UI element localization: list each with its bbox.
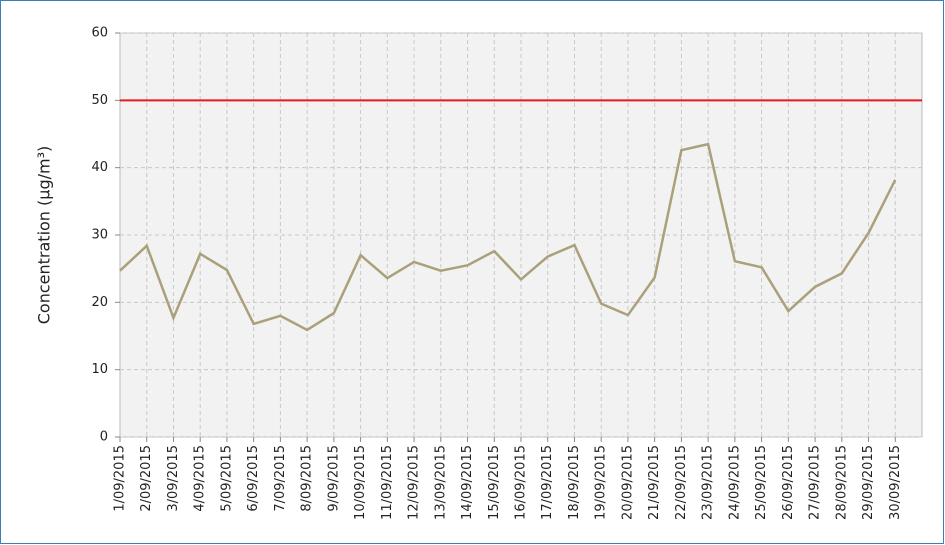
x-tick-label: 11/09/2015 — [380, 445, 395, 520]
x-tick-label: 4/09/2015 — [193, 445, 208, 512]
x-tick-label: 22/09/2015 — [674, 445, 689, 520]
y-tick-label: 0 — [100, 430, 108, 445]
x-tick-label: 6/09/2015 — [246, 445, 261, 512]
x-tick-label: 20/09/2015 — [620, 445, 635, 520]
y-tick-label: 50 — [91, 93, 108, 108]
x-tick-label: 1/09/2015 — [113, 445, 128, 512]
x-tick-label: 17/09/2015 — [540, 445, 555, 520]
x-tick-label: 13/09/2015 — [433, 445, 448, 520]
x-tick-label: 19/09/2015 — [594, 445, 609, 520]
x-tick-label: 28/09/2015 — [834, 445, 849, 520]
x-tick-label: 24/09/2015 — [727, 445, 742, 520]
x-tick-label: 2/09/2015 — [139, 445, 154, 512]
x-tick-label: 14/09/2015 — [460, 445, 475, 520]
x-tick-label: 10/09/2015 — [353, 445, 368, 520]
x-tick-label: 12/09/2015 — [407, 445, 422, 520]
x-tick-label: 5/09/2015 — [219, 445, 234, 512]
x-tick-label: 30/09/2015 — [888, 445, 903, 520]
x-tick-label: 23/09/2015 — [701, 445, 716, 520]
x-tick-label: 8/09/2015 — [300, 445, 315, 512]
y-tick-label: 20 — [91, 295, 108, 310]
x-tick-label: 27/09/2015 — [808, 445, 823, 520]
x-tick-label: 18/09/2015 — [567, 445, 582, 520]
x-tick-label: 16/09/2015 — [514, 445, 529, 520]
y-tick-label: 10 — [91, 362, 108, 377]
x-tick-label: 9/09/2015 — [326, 445, 341, 512]
x-tick-label: 15/09/2015 — [487, 445, 502, 520]
y-tick-label: 60 — [91, 26, 108, 41]
x-tick-label: 7/09/2015 — [273, 445, 288, 512]
y-axis-label: Concentration (µg/m³) — [35, 146, 54, 324]
x-tick-label: 3/09/2015 — [166, 445, 181, 512]
y-tick-label: 30 — [91, 228, 108, 243]
data-line — [119, 142, 897, 332]
x-tick-label: 21/09/2015 — [647, 445, 662, 520]
y-tick-label: 40 — [91, 160, 108, 175]
x-tick-label: 25/09/2015 — [754, 445, 769, 520]
x-tick-label: 26/09/2015 — [781, 445, 796, 520]
x-tick-label: 29/09/2015 — [861, 445, 876, 520]
